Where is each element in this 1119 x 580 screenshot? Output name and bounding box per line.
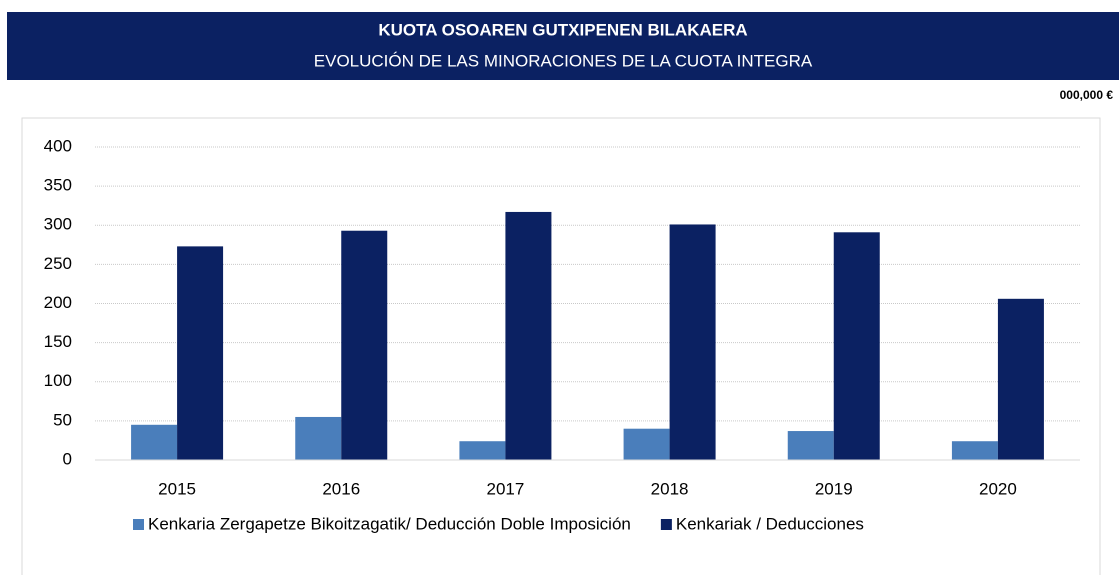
bar [341,230,388,460]
bar [295,416,342,460]
bar [623,428,670,460]
y-tick-label: 200 [44,293,72,312]
y-tick-label: 100 [44,371,72,390]
bar [131,424,178,460]
x-tick-label: 2019 [815,479,853,498]
y-tick-label: 250 [44,254,72,273]
bar [951,441,998,460]
y-tick-label: 0 [63,449,72,468]
unit-label: 000,000 € [1060,88,1114,102]
chart-subtitle: EVOLUCIÓN DE LAS MINORACIONES DE LA CUOT… [314,51,813,70]
bar [177,246,224,460]
x-tick-label: 2017 [487,479,525,498]
y-tick-label: 150 [44,332,72,351]
y-tick-label: 300 [44,215,72,234]
bar [505,211,552,460]
header-band [7,12,1119,80]
bar [833,232,880,460]
legend-label: Kenkaria Zergapetze Bikoitzagatik/ Deduc… [148,514,631,533]
bar [787,431,834,460]
bar [997,298,1044,460]
x-tick-label: 2018 [651,479,689,498]
x-tick-label: 2020 [979,479,1017,498]
y-tick-label: 400 [44,136,72,155]
legend-label: Kenkariak / Deducciones [676,514,864,533]
x-tick-label: 2016 [322,479,360,498]
bar [459,441,506,460]
bar [669,224,716,460]
legend-swatch [660,519,672,530]
y-tick-label: 50 [53,410,72,429]
chart-title: KUOTA OSOAREN GUTXIPENEN BILAKAERA [378,20,747,39]
y-tick-label: 350 [44,176,72,195]
x-tick-label: 2015 [158,479,196,498]
legend-swatch [133,519,144,530]
